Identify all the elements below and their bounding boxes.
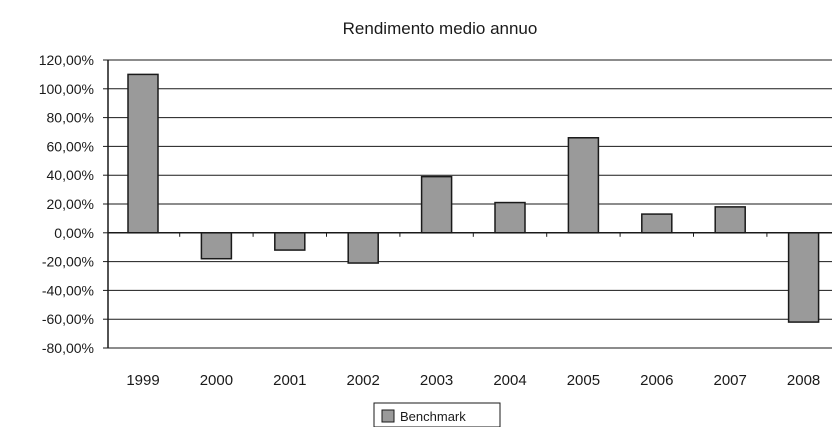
bars — [127, 73, 820, 323]
axes — [107, 60, 832, 348]
x-axis-tick-labels: 1999 2000 2001 2002 2003 2004 2005 2006 2007 2008 — [126, 372, 820, 389]
chart-title: Rendimento medio annuo — [343, 19, 538, 38]
bar-2002 — [347, 232, 379, 264]
x-tick-label: 2001 — [273, 372, 306, 389]
bar-2006 — [641, 213, 673, 234]
bar-2004 — [494, 201, 526, 234]
x-tick-label: 2002 — [347, 372, 380, 389]
y-tick-label: 0,00% — [54, 225, 94, 241]
y-tick-label: 120,00% — [39, 52, 94, 68]
x-tick-label: 2004 — [493, 372, 526, 389]
y-tick-label: -60,00% — [42, 311, 94, 327]
y-tick-label: -80,00% — [42, 340, 94, 356]
x-tick-label: 2008 — [787, 372, 820, 389]
x-tick-label: 2003 — [420, 372, 453, 389]
x-tick-label: 1999 — [126, 372, 159, 389]
y-tick-label: 60,00% — [47, 138, 94, 154]
y-tick-label: 100,00% — [39, 81, 94, 97]
y-axis-tick-labels: 120,00% 100,00% 80,00% 60,00% 40,00% 20,00% 0,… — [39, 52, 94, 356]
legend-swatch-benchmark — [381, 409, 395, 423]
x-tick-label: 2006 — [640, 372, 673, 389]
bar-2001 — [274, 232, 306, 251]
y-tick-label: 20,00% — [47, 196, 94, 212]
y-tick-label: 80,00% — [47, 110, 94, 126]
x-tick-label: 2007 — [714, 372, 747, 389]
legend-label-benchmark: Benchmark — [400, 409, 466, 424]
bar-2008 — [787, 232, 820, 323]
bar-2007 — [714, 206, 746, 234]
legend-box — [373, 402, 501, 427]
y-tick-label: 40,00% — [47, 167, 94, 183]
x-tick-label: 2005 — [567, 372, 600, 389]
y-tick-label: -40,00% — [42, 282, 94, 298]
x-tick-label: 2000 — [200, 372, 233, 389]
gridlines — [103, 59, 832, 349]
bar-2005 — [567, 137, 600, 234]
y-tick-label: -20,00% — [42, 254, 94, 270]
bar-2000 — [200, 232, 233, 260]
bar-1999 — [127, 73, 159, 234]
legend: Benchmark — [373, 402, 501, 427]
bar-2003 — [420, 175, 453, 234]
